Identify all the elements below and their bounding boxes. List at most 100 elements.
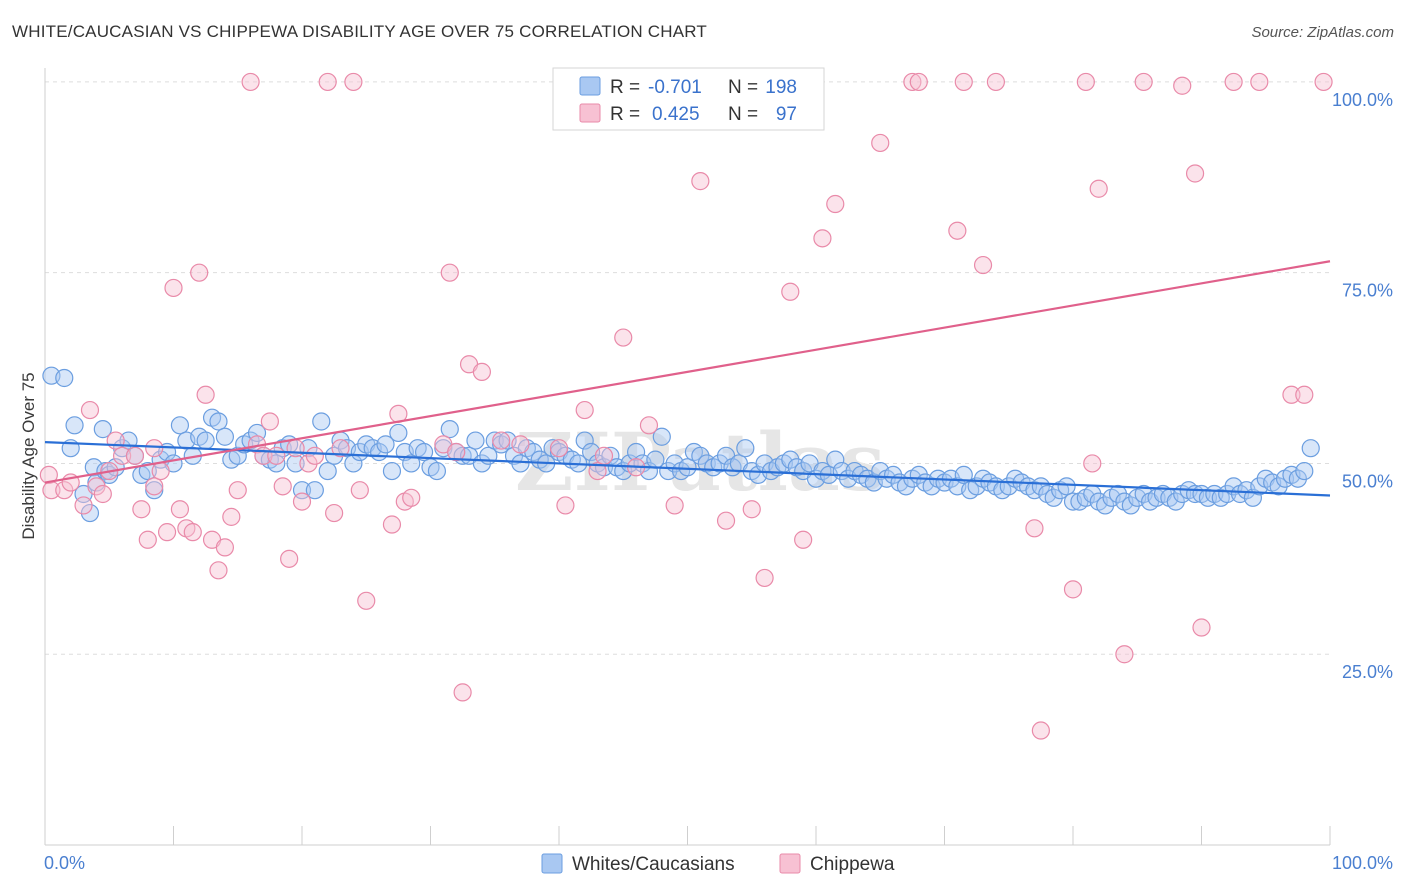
chippewa-point — [781, 282, 800, 301]
chippewa-point — [209, 561, 228, 580]
whites-point — [575, 431, 594, 450]
x-tick-label-min: 0.0% — [44, 853, 85, 873]
chippewa-point — [74, 496, 93, 515]
chippewa-point — [1295, 385, 1314, 404]
chippewa-point — [331, 439, 350, 458]
chippewa-point — [55, 481, 74, 500]
whites-point — [65, 416, 84, 435]
whites-point — [389, 423, 408, 443]
chippewa-point — [1224, 72, 1243, 92]
whites-point — [1166, 492, 1185, 511]
chippewa-point — [87, 477, 106, 496]
chippewa-point — [183, 523, 202, 542]
chippewa-point — [286, 439, 305, 458]
chippewa-point — [350, 481, 369, 500]
whites-point — [170, 416, 190, 435]
legend-r-value-chippewa: 0.425 — [652, 104, 700, 125]
chippewa-point — [1250, 72, 1269, 92]
chippewa-point — [440, 263, 459, 282]
chippewa-point — [973, 255, 993, 275]
whites-point — [1121, 496, 1140, 515]
whites-point — [1301, 439, 1320, 458]
chippewa-point — [1025, 519, 1044, 538]
chippewa-point — [93, 484, 112, 504]
whites-point — [1096, 496, 1115, 515]
whites-point — [305, 481, 324, 500]
chippewa-point — [357, 591, 376, 610]
whites-point — [626, 442, 646, 462]
chippewa-point — [826, 194, 845, 214]
whites-point — [1288, 469, 1307, 488]
chippewa-point — [382, 515, 402, 534]
bottom-legend-label-whites: Whites/Caucasians — [572, 854, 735, 875]
chippewa-point — [157, 523, 177, 542]
y-tick-label: 100.0% — [1332, 90, 1393, 110]
whites-point — [286, 454, 305, 473]
chippewa-point — [402, 488, 421, 507]
chippewa-point — [39, 465, 58, 485]
whites-point — [1044, 488, 1063, 507]
whites-point — [1218, 484, 1237, 504]
chippewa-point — [492, 431, 511, 450]
legend-r-label-whites: R = — [610, 77, 640, 98]
chippewa-trend-line — [44, 260, 1331, 484]
chippewa-point — [273, 477, 292, 496]
chippewa-point — [755, 568, 774, 588]
whites-point — [427, 461, 447, 481]
chippewa-point — [138, 530, 157, 549]
y-tick-labels: 25.0% 50.0% 75.0% 100.0% — [1332, 90, 1393, 682]
legend-n-value-chippewa: 97 — [776, 104, 797, 125]
source-label: Source: ZipAtlas.com — [1251, 24, 1394, 41]
whites-point — [376, 435, 395, 454]
x-axis-ticks — [44, 826, 1331, 845]
chippewa-point — [986, 72, 1006, 92]
whites-point — [440, 420, 459, 439]
chippewa-point — [954, 72, 973, 92]
whites-point — [1295, 461, 1314, 481]
chippewa-point — [1185, 164, 1205, 183]
whites-trend-line — [44, 440, 1331, 497]
chippewa-point — [241, 72, 260, 92]
chippewa-point — [871, 133, 890, 153]
bottom-legend-swatch-whites — [541, 853, 563, 874]
whites-point — [1057, 477, 1076, 496]
y-tick-label: 50.0% — [1342, 471, 1393, 491]
chippewa-point — [909, 72, 928, 92]
whites-point — [93, 420, 112, 439]
series-chippewa-points — [39, 72, 1333, 740]
chippewa-point — [472, 362, 491, 381]
chippewa-point — [1314, 72, 1333, 92]
y-tick-label: 75.0% — [1342, 281, 1393, 301]
whites-point — [382, 461, 402, 481]
grid-lines — [45, 81, 1330, 655]
chippewa-point — [196, 385, 215, 404]
bottom-legend-label-chippewa: Chippewa — [810, 854, 895, 875]
chippewa-point — [228, 481, 247, 500]
chart-title: WHITE/CAUCASIAN VS CHIPPEWA DISABILITY A… — [12, 22, 708, 41]
chippewa-point — [588, 461, 607, 481]
chippewa-point — [292, 492, 312, 511]
chippewa-point — [318, 72, 337, 92]
whites-point — [1108, 484, 1128, 504]
chippewa-point — [794, 530, 813, 549]
legend: R = -0.701 N = 198 R = 0.425 N = 97 — [552, 67, 825, 131]
chippewa-point — [1134, 72, 1153, 92]
chippewa-point — [556, 496, 575, 515]
chippewa-point — [1076, 72, 1095, 92]
whites-point — [145, 481, 164, 500]
chippewa-point — [1063, 580, 1083, 599]
trend-lines — [44, 260, 1331, 497]
chippewa-point — [80, 400, 100, 420]
whites-point — [84, 458, 103, 477]
whites-point — [80, 503, 100, 523]
chippewa-point — [1089, 179, 1108, 198]
chippewa-point — [280, 549, 299, 568]
chippewa-point — [716, 511, 736, 530]
x-tick-label-max: 100.0% — [1332, 853, 1393, 873]
chippewa-point — [260, 412, 279, 431]
chippewa-point — [1115, 645, 1134, 664]
chippewa-point — [151, 461, 170, 481]
chippewa-point — [170, 500, 190, 519]
whites-point — [466, 431, 485, 450]
